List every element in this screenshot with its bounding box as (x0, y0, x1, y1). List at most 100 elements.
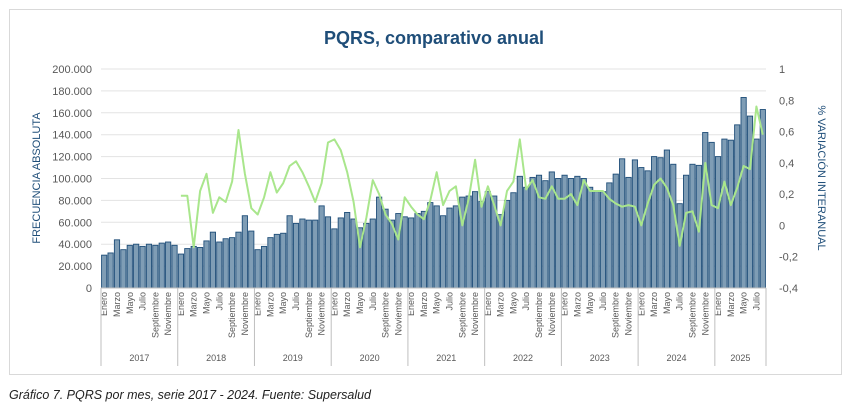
x-tick-label: Septiembre (227, 292, 237, 338)
x-tick-label: Septiembre (611, 292, 621, 338)
bar (478, 201, 485, 289)
bar (657, 157, 664, 289)
x-tick-label: Enero (406, 292, 416, 316)
y-tick-label: 120.000 (52, 152, 92, 164)
axes: 0 20.000 40.000 60.000 80.000 100.000 120.000 1… (52, 64, 798, 366)
bar (663, 149, 670, 289)
x-tick-label: Marzo (649, 292, 659, 317)
x-tick-label: Enero (329, 292, 339, 316)
bar (197, 247, 204, 289)
x-tick-label: Septiembre (457, 292, 467, 338)
bar (190, 245, 197, 289)
bar (241, 215, 248, 289)
x-tick-label: Noviembre (317, 292, 327, 336)
x-tick-label: Mayo (202, 292, 212, 314)
bar (510, 192, 517, 289)
bar (120, 249, 127, 289)
y-axis-label: FRECUENCIA ABSOLUTA (31, 112, 43, 244)
bar (299, 218, 306, 289)
bar (580, 178, 587, 289)
bar (273, 233, 280, 289)
bar (759, 109, 766, 289)
year-label: 2025 (730, 353, 750, 363)
bar (216, 241, 223, 289)
x-tick-label: Enero (176, 292, 186, 316)
bar (101, 254, 108, 289)
bar (599, 191, 607, 289)
x-tick-label: Mayo (508, 292, 518, 314)
bar (235, 231, 242, 289)
bar (158, 242, 165, 289)
bar (452, 205, 459, 289)
bar (254, 249, 261, 289)
line-series (180, 105, 764, 249)
x-tick-label: Julio (751, 292, 761, 311)
x-tick-label: Noviembre (547, 292, 557, 336)
bar (280, 232, 287, 289)
x-tick-label: Mayo (125, 292, 135, 314)
x-tick-label: Enero (560, 292, 570, 316)
year-label: 2021 (436, 353, 456, 363)
bar (369, 218, 376, 289)
bar (619, 158, 626, 289)
bar (229, 237, 236, 289)
x-tick-label: Marzo (572, 292, 582, 317)
y-tick-label: 200.000 (52, 64, 92, 76)
bar (529, 176, 536, 289)
x-tick-label: Enero (253, 292, 263, 316)
x-tick-label: Mayo (278, 292, 288, 314)
x-tick-label: Septiembre (304, 292, 314, 338)
bar (593, 191, 600, 289)
chart-frame: PQRS, comparativo anual 0 20.000 40.000 60.… (9, 9, 842, 375)
bar (292, 222, 300, 289)
x-tick-label: Septiembre (688, 292, 698, 338)
bar (171, 244, 178, 289)
x-tick-label: Marzo (189, 292, 199, 317)
bar (286, 215, 293, 289)
bar (708, 141, 715, 289)
x-tick-label: Noviembre (393, 292, 403, 336)
y2-tick-label: 0 (779, 220, 785, 232)
x-tick-label: Julio (138, 292, 148, 311)
x-tick-label: Marzo (419, 292, 429, 317)
x-tick-label: Marzo (726, 292, 736, 317)
y2-tick-label: 0,2 (779, 189, 794, 201)
bar (408, 217, 415, 289)
y-tick-label: 80.000 (58, 195, 92, 207)
bar (683, 174, 690, 289)
x-tick-label: Mayo (585, 292, 595, 314)
x-tick-label: Julio (521, 292, 531, 311)
bar (337, 217, 344, 289)
bar (625, 176, 632, 289)
bar (165, 241, 172, 289)
bar (638, 167, 645, 289)
bar (139, 245, 146, 289)
y-tick-label: 0 (86, 283, 92, 295)
x-tick-label: Marzo (112, 292, 122, 317)
year-label: 2023 (590, 353, 610, 363)
y-tick-label: 40.000 (58, 239, 92, 251)
x-tick-label: Enero (483, 292, 493, 316)
y2-tick-label: -0,4 (779, 283, 798, 295)
bar (209, 231, 216, 289)
bar (714, 156, 722, 289)
bar (440, 215, 447, 289)
bar (133, 243, 140, 289)
bar (446, 207, 453, 289)
bar (248, 230, 255, 289)
bar (651, 156, 658, 289)
variation-line (180, 105, 764, 249)
x-tick-label: Enero (99, 292, 109, 316)
y2-tick-label: 1 (779, 64, 785, 76)
bar (420, 210, 427, 289)
figure-caption: Gráfico 7. PQRS por mes, serie 2017 - 20… (9, 388, 371, 402)
y2-tick-label: 0,8 (779, 95, 794, 107)
bar (740, 97, 747, 289)
bar (484, 191, 491, 289)
x-tick-label: Mayo (432, 292, 442, 314)
x-tick-label: Noviembre (624, 292, 634, 336)
y-tick-label: 60.000 (58, 217, 92, 229)
bar (305, 219, 312, 289)
bar (324, 216, 332, 289)
x-tick-label: Marzo (342, 292, 352, 317)
